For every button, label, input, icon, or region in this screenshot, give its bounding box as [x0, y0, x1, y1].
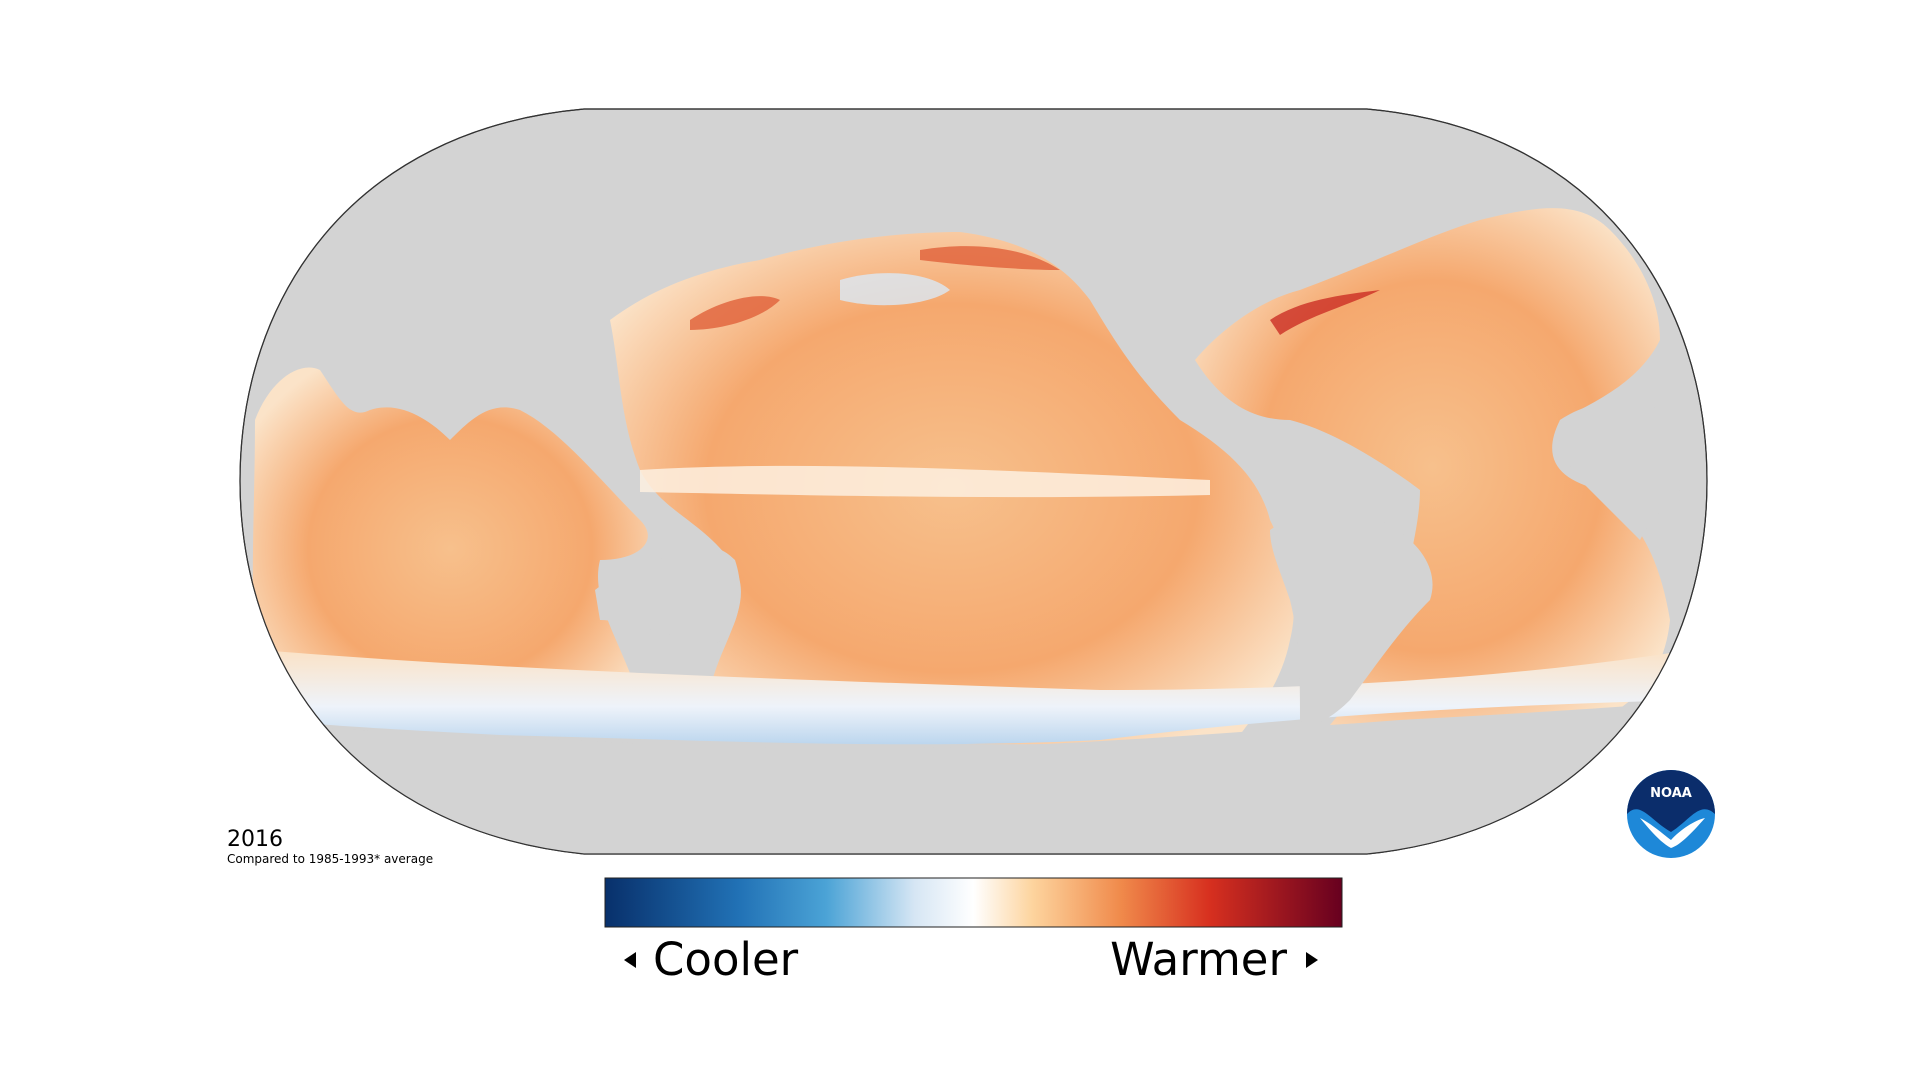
- logo-text: NOAA: [1650, 786, 1692, 801]
- logo: NOAA: [1627, 770, 1715, 858]
- colorbar: [604, 877, 1343, 928]
- arrow-right: [1306, 952, 1318, 968]
- oceans: [240, 208, 1707, 854]
- map: [239, 108, 1708, 855]
- land-south-america: [1270, 511, 1433, 724]
- logo-top: [1627, 770, 1715, 832]
- legend-low-label: Cooler: [653, 933, 799, 986]
- land-australia: [595, 545, 741, 645]
- logo-bird: [1640, 818, 1705, 848]
- globe-border: [239, 108, 1708, 855]
- ocean-indian: [252, 367, 648, 730]
- legend-high-label: Warmer: [1110, 933, 1287, 986]
- ocean-pacific-hot: [690, 246, 1060, 330]
- ocean-atlantic: [1195, 208, 1670, 725]
- year-label: 2016: [227, 827, 283, 852]
- ocean-atlantic-hot: [1270, 290, 1380, 335]
- land-africa: [1558, 401, 1690, 540]
- ocean-southern: [260, 650, 1690, 745]
- legend: Cooler Warmer: [604, 877, 1343, 986]
- arrow-left: [624, 952, 636, 968]
- ocean-pacific-cool: [840, 273, 950, 306]
- caption: Compared to 1985-1993* average: [227, 852, 433, 866]
- land-antarctica: [240, 700, 1707, 854]
- ocean-pacific-band: [640, 465, 1210, 498]
